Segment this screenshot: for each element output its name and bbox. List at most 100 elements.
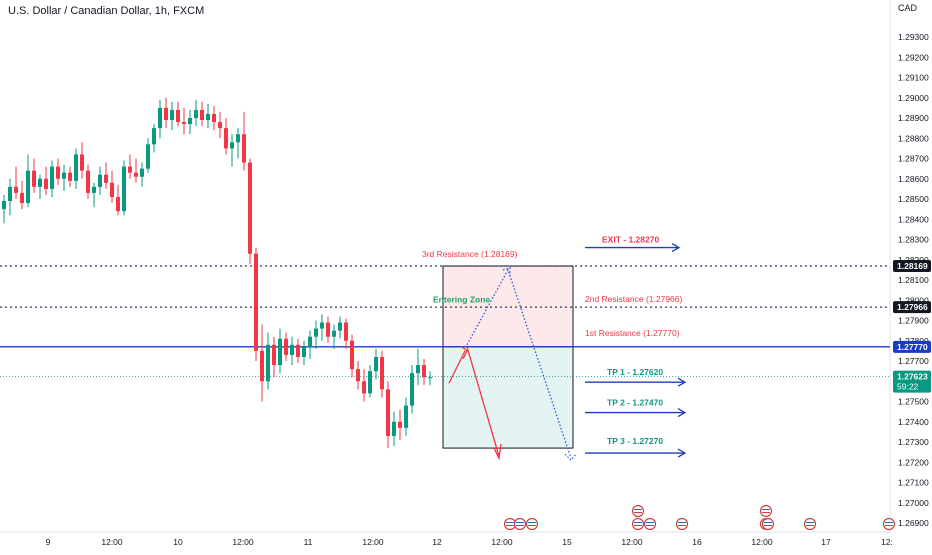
candle-body — [176, 109, 180, 123]
x-tick-label: 17 — [821, 537, 831, 547]
candle-body — [56, 166, 60, 179]
candle-body — [392, 421, 396, 436]
candle-body — [266, 344, 270, 382]
candle-body — [254, 253, 258, 351]
candle-body — [428, 377, 432, 379]
candle-body — [122, 166, 126, 212]
y-tick-label: 1.28100 — [898, 275, 929, 285]
resistance-zone — [442, 265, 574, 348]
x-tick-label: 10 — [173, 537, 183, 547]
candle-body — [386, 389, 390, 436]
chart-title: U.S. Dollar / Canadian Dollar, 1h, FXCM — [6, 4, 207, 18]
candle-body — [110, 182, 114, 197]
exit-label: EXIT - 1.28270 — [602, 235, 659, 245]
candle-body — [200, 109, 204, 121]
candle-body — [116, 196, 120, 212]
y-tick-label: 1.29100 — [898, 73, 929, 83]
candle-body — [104, 174, 108, 183]
x-tick-label: 15 — [562, 537, 572, 547]
event-flag-icon — [759, 504, 773, 518]
candle-body — [188, 118, 192, 125]
candle-body — [344, 322, 348, 341]
candle-body — [290, 344, 294, 355]
candle-body — [422, 365, 426, 378]
candle-body — [302, 346, 306, 357]
projection-up-arrowhead — [461, 346, 468, 360]
price-badge — [893, 260, 931, 273]
currency-label: CAD — [898, 3, 918, 13]
price-badge-label: 1.28169 — [897, 261, 928, 271]
candle-body — [146, 144, 150, 169]
y-tick-label: 1.28300 — [898, 235, 929, 245]
candle-body — [218, 122, 222, 129]
candle-body — [152, 128, 156, 145]
event-flag-icon — [761, 517, 775, 531]
event-flag-icon — [631, 504, 645, 518]
candle-body — [206, 113, 210, 121]
candle-body — [368, 371, 372, 394]
candle-body — [242, 134, 246, 163]
candle-body — [194, 109, 198, 118]
y-tick-label: 1.28400 — [898, 214, 929, 224]
resistance-label: 3rd Resistance (1.28169) — [422, 249, 518, 259]
projection-down-path — [466, 346, 500, 457]
target-zone — [442, 346, 574, 449]
event-flag-icon — [513, 517, 527, 531]
candle-body — [416, 365, 420, 374]
y-tick-label: 1.27800 — [898, 336, 929, 346]
candle-body — [20, 192, 24, 204]
event-flag-icon — [643, 517, 657, 531]
candle-body — [404, 405, 408, 428]
event-flag-icon — [803, 517, 817, 531]
x-tick-label: 12:00 — [362, 537, 384, 547]
candle-body — [32, 170, 36, 187]
x-tick-label: 12:00 — [101, 537, 123, 547]
x-tick-label: 12:00 — [751, 537, 773, 547]
price-badge — [893, 370, 931, 393]
y-tick-label: 1.27000 — [898, 498, 929, 508]
y-tick-label: 1.27700 — [898, 356, 929, 366]
y-tick-label: 1.29000 — [898, 93, 929, 103]
candle-body — [236, 134, 240, 143]
candle-body — [362, 381, 366, 394]
y-tick-label: 1.29300 — [898, 32, 929, 42]
candle-body — [128, 166, 132, 173]
candle-body — [98, 174, 102, 187]
candle-body — [86, 170, 90, 193]
candle-body — [248, 162, 252, 254]
projection-dotted-head-top — [502, 267, 511, 278]
candle-body — [308, 336, 312, 347]
candle-body — [158, 107, 162, 129]
y-tick-label: 1.28600 — [898, 174, 929, 184]
candle-body — [260, 350, 264, 382]
target-arrow-head — [677, 408, 687, 418]
x-tick-label: 12: — [881, 537, 893, 547]
x-tick-label: 12 — [432, 537, 442, 547]
price-scale — [890, 0, 932, 550]
price-badge-label: 1.27966 — [897, 302, 928, 312]
event-flag-icon — [675, 517, 689, 531]
y-tick-label: 1.26900 — [898, 518, 929, 528]
candle-body — [2, 201, 6, 210]
projection-up-segment — [448, 350, 466, 384]
y-tick-label: 1.28000 — [898, 295, 929, 305]
candle-body — [164, 107, 168, 121]
target-label: TP 2 - 1.27470 — [607, 398, 663, 408]
y-tick-label: 1.28700 — [898, 154, 929, 164]
price-badge-label: 1.27623 — [897, 372, 928, 382]
candle-body — [140, 168, 144, 177]
candle-body — [62, 172, 66, 179]
candle-body — [44, 178, 48, 189]
y-tick-label: 1.27500 — [898, 397, 929, 407]
x-tick-label: 11 — [304, 537, 313, 547]
candle-body — [182, 122, 186, 125]
candle-body — [338, 322, 342, 331]
y-tick-label: 1.27300 — [898, 437, 929, 447]
candle-body — [80, 154, 84, 171]
x-tick-label: 9 — [46, 537, 51, 547]
candle-body — [326, 322, 330, 337]
y-tick-label: 1.27900 — [898, 316, 929, 326]
x-tick-label: 12:00 — [491, 537, 513, 547]
